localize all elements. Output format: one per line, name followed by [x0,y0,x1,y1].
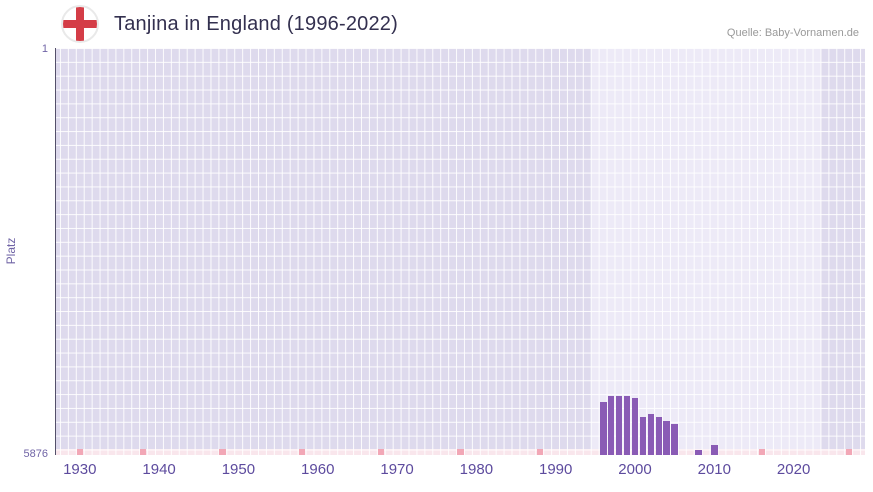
no-data-marker-2027 [845,449,853,455]
no-data-marker-2016 [758,449,766,455]
x-tick-2010: 2010 [697,461,731,478]
no-data-marker-1988 [536,449,544,455]
y-axis-line [55,48,56,455]
x-tick-1930: 1930 [63,461,97,478]
x-axis-labels: 1930 1940 1950 1960 1970 1980 1990 2000 2010 2020 [0,461,873,483]
bar-2004 [663,421,670,455]
no-data-marker-1948 [219,449,226,455]
bar-2001 [639,417,647,455]
x-tick-1940: 1940 [142,461,176,478]
x-tick-1960: 1960 [301,461,335,478]
no-data-marker-1978 [457,449,464,455]
y-tick-min: 5876 [23,448,48,460]
england-flag-icon [61,5,99,43]
y-tick-max: 1 [41,43,48,55]
x-tick-1970: 1970 [380,461,414,478]
x-tick-1990: 1990 [538,461,573,478]
x-tick-1980: 1980 [459,461,494,478]
bar-1997 [607,396,615,455]
plot-area [56,48,865,455]
bar-1999 [623,396,631,455]
y-axis-title: Platz [4,237,18,265]
bar-2010 [711,444,718,455]
no-data-marker-1968 [377,449,385,455]
no-data-marker-1930 [76,449,84,455]
x-tick-1950: 1950 [221,461,256,478]
chart-title: Tanjina in England (1996-2022) [114,13,398,35]
no-data-marker-1958 [298,449,306,455]
bar-2000 [631,397,639,455]
bar-2003 [655,417,663,455]
bar-1998 [615,395,623,455]
x-tick-2000: 2000 [618,461,652,478]
source-label: Quelle: Baby-Vornamen.de [726,27,859,39]
grid-overlay [56,48,865,455]
bar-2002 [647,413,655,455]
bar-1996 [600,401,607,455]
bar-2008 [695,449,702,455]
no-data-marker-1938 [139,449,147,455]
bar-2005 [671,424,678,455]
x-tick-2020: 2020 [776,461,811,478]
